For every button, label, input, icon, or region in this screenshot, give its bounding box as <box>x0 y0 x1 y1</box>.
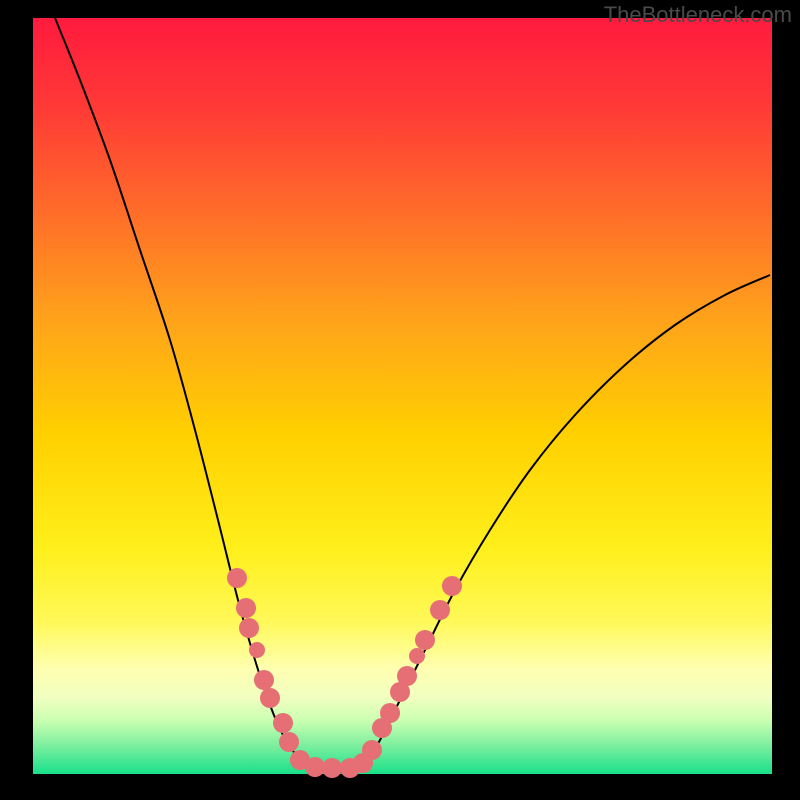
curve-marker <box>322 758 342 778</box>
curve-marker <box>397 666 417 686</box>
curve-marker <box>409 648 425 664</box>
curve-marker <box>430 600 450 620</box>
curve-marker <box>273 713 293 733</box>
curve-marker <box>239 618 259 638</box>
curve-marker <box>442 576 462 596</box>
curve-marker <box>227 568 247 588</box>
curve-marker <box>279 732 299 752</box>
chart-stage: TheBottleneck.com <box>0 0 800 800</box>
curve-marker <box>260 688 280 708</box>
curve-marker <box>305 757 325 777</box>
curve-marker <box>380 703 400 723</box>
curve-marker <box>362 740 382 760</box>
curve-marker <box>254 670 274 690</box>
curve-marker <box>236 598 256 618</box>
curve-marker <box>415 630 435 650</box>
curve-marker <box>249 642 265 658</box>
bottleneck-chart <box>0 0 800 800</box>
plot-background <box>33 18 772 774</box>
